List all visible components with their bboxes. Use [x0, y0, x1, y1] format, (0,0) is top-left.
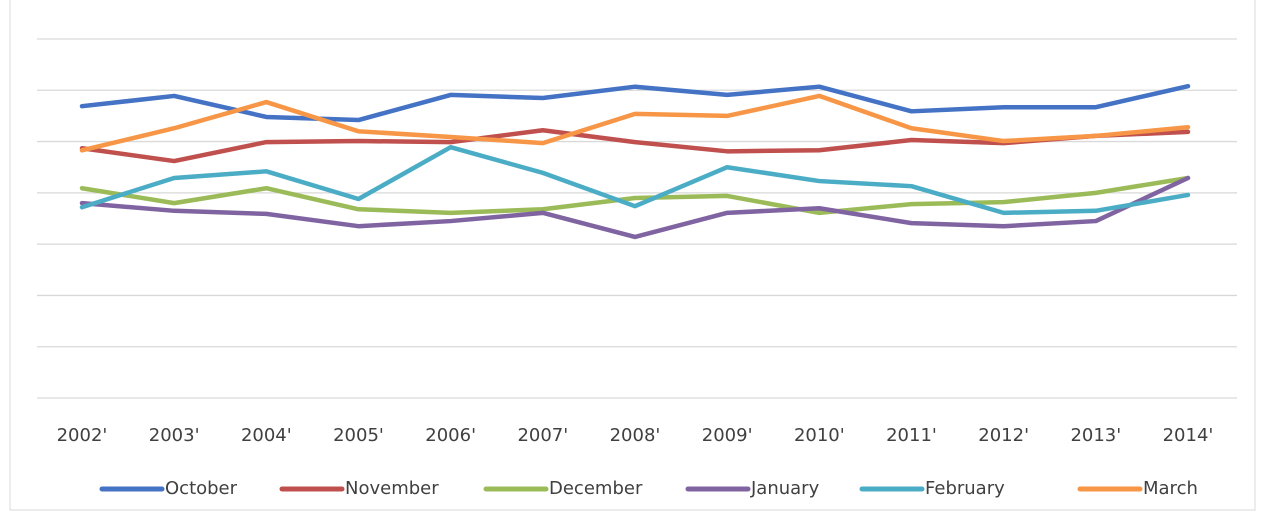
series-line	[79, 175, 1191, 240]
legend-label: January	[750, 478, 820, 499]
x-tick-label: 2006'	[425, 425, 476, 446]
x-tick-label: 2013'	[1070, 425, 1121, 446]
series-line	[79, 83, 1191, 123]
legend-label: March	[1143, 478, 1198, 499]
x-tick-label: 2008'	[610, 425, 661, 446]
x-tick-label: 2004'	[241, 425, 292, 446]
x-tick-label: 2007'	[517, 425, 568, 446]
series-line	[79, 175, 1191, 216]
x-tick-label: 2002'	[57, 425, 108, 446]
x-tick-label: 2011'	[886, 425, 937, 446]
x-tick-label: 2009'	[702, 425, 753, 446]
series-line	[79, 93, 1191, 153]
x-tick-label: 2014'	[1163, 425, 1214, 446]
x-tick-label: 2010'	[794, 425, 845, 446]
legend-label: February	[925, 478, 1005, 499]
legend-label: October	[165, 478, 238, 499]
legend-label: November	[345, 478, 439, 499]
x-tick-label: 2005'	[333, 425, 384, 446]
x-tick-label: 2012'	[978, 425, 1029, 446]
legend-label: December	[549, 478, 643, 499]
series-line	[79, 144, 1191, 216]
x-tick-label: 2003'	[149, 425, 200, 446]
